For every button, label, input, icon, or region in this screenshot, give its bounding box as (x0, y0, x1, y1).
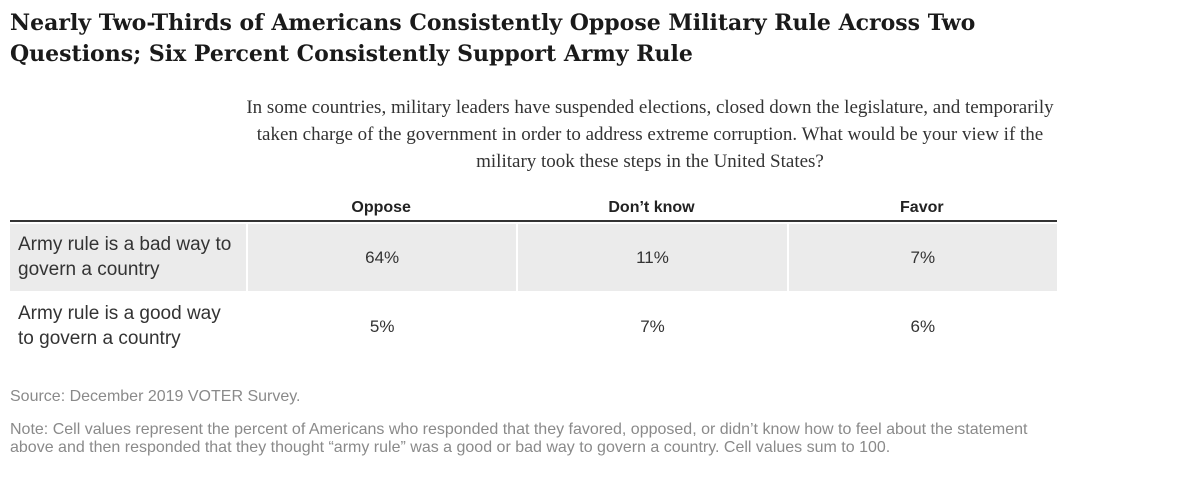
header-corner (10, 196, 246, 220)
table-header: Oppose Don’t know Favor (10, 196, 1057, 222)
survey-question: In some countries, military leaders have… (246, 97, 1054, 172)
row-label: Army rule is a bad way to govern a count… (10, 224, 246, 291)
table-row: Army rule is a good way to govern a coun… (10, 293, 1057, 360)
row-label: Army rule is a good way to govern a coun… (10, 293, 246, 360)
column-header-oppose: Oppose (351, 199, 411, 216)
table-cell-value: 64% (248, 224, 517, 291)
source-note: Source: December 2019 VOTER Survey. (10, 388, 301, 405)
table-row: Army rule is a bad way to govern a count… (10, 224, 1057, 291)
table-cell-value: 11% (518, 224, 787, 291)
footnote: Note: Cell values represent the percent … (10, 421, 1028, 456)
chart-title: Nearly Two-Thirds of Americans Consisten… (10, 10, 976, 67)
column-header-dont-know: Don’t know (608, 199, 695, 216)
results-table: Oppose Don’t know Favor Army rule is a b… (10, 196, 1057, 360)
column-header-favor: Favor (900, 199, 944, 216)
table-cell-value: 6% (788, 293, 1057, 360)
table-cell-value: 7% (788, 224, 1057, 291)
table-cell-value: 7% (518, 293, 787, 360)
table-cell-value: 5% (248, 293, 517, 360)
